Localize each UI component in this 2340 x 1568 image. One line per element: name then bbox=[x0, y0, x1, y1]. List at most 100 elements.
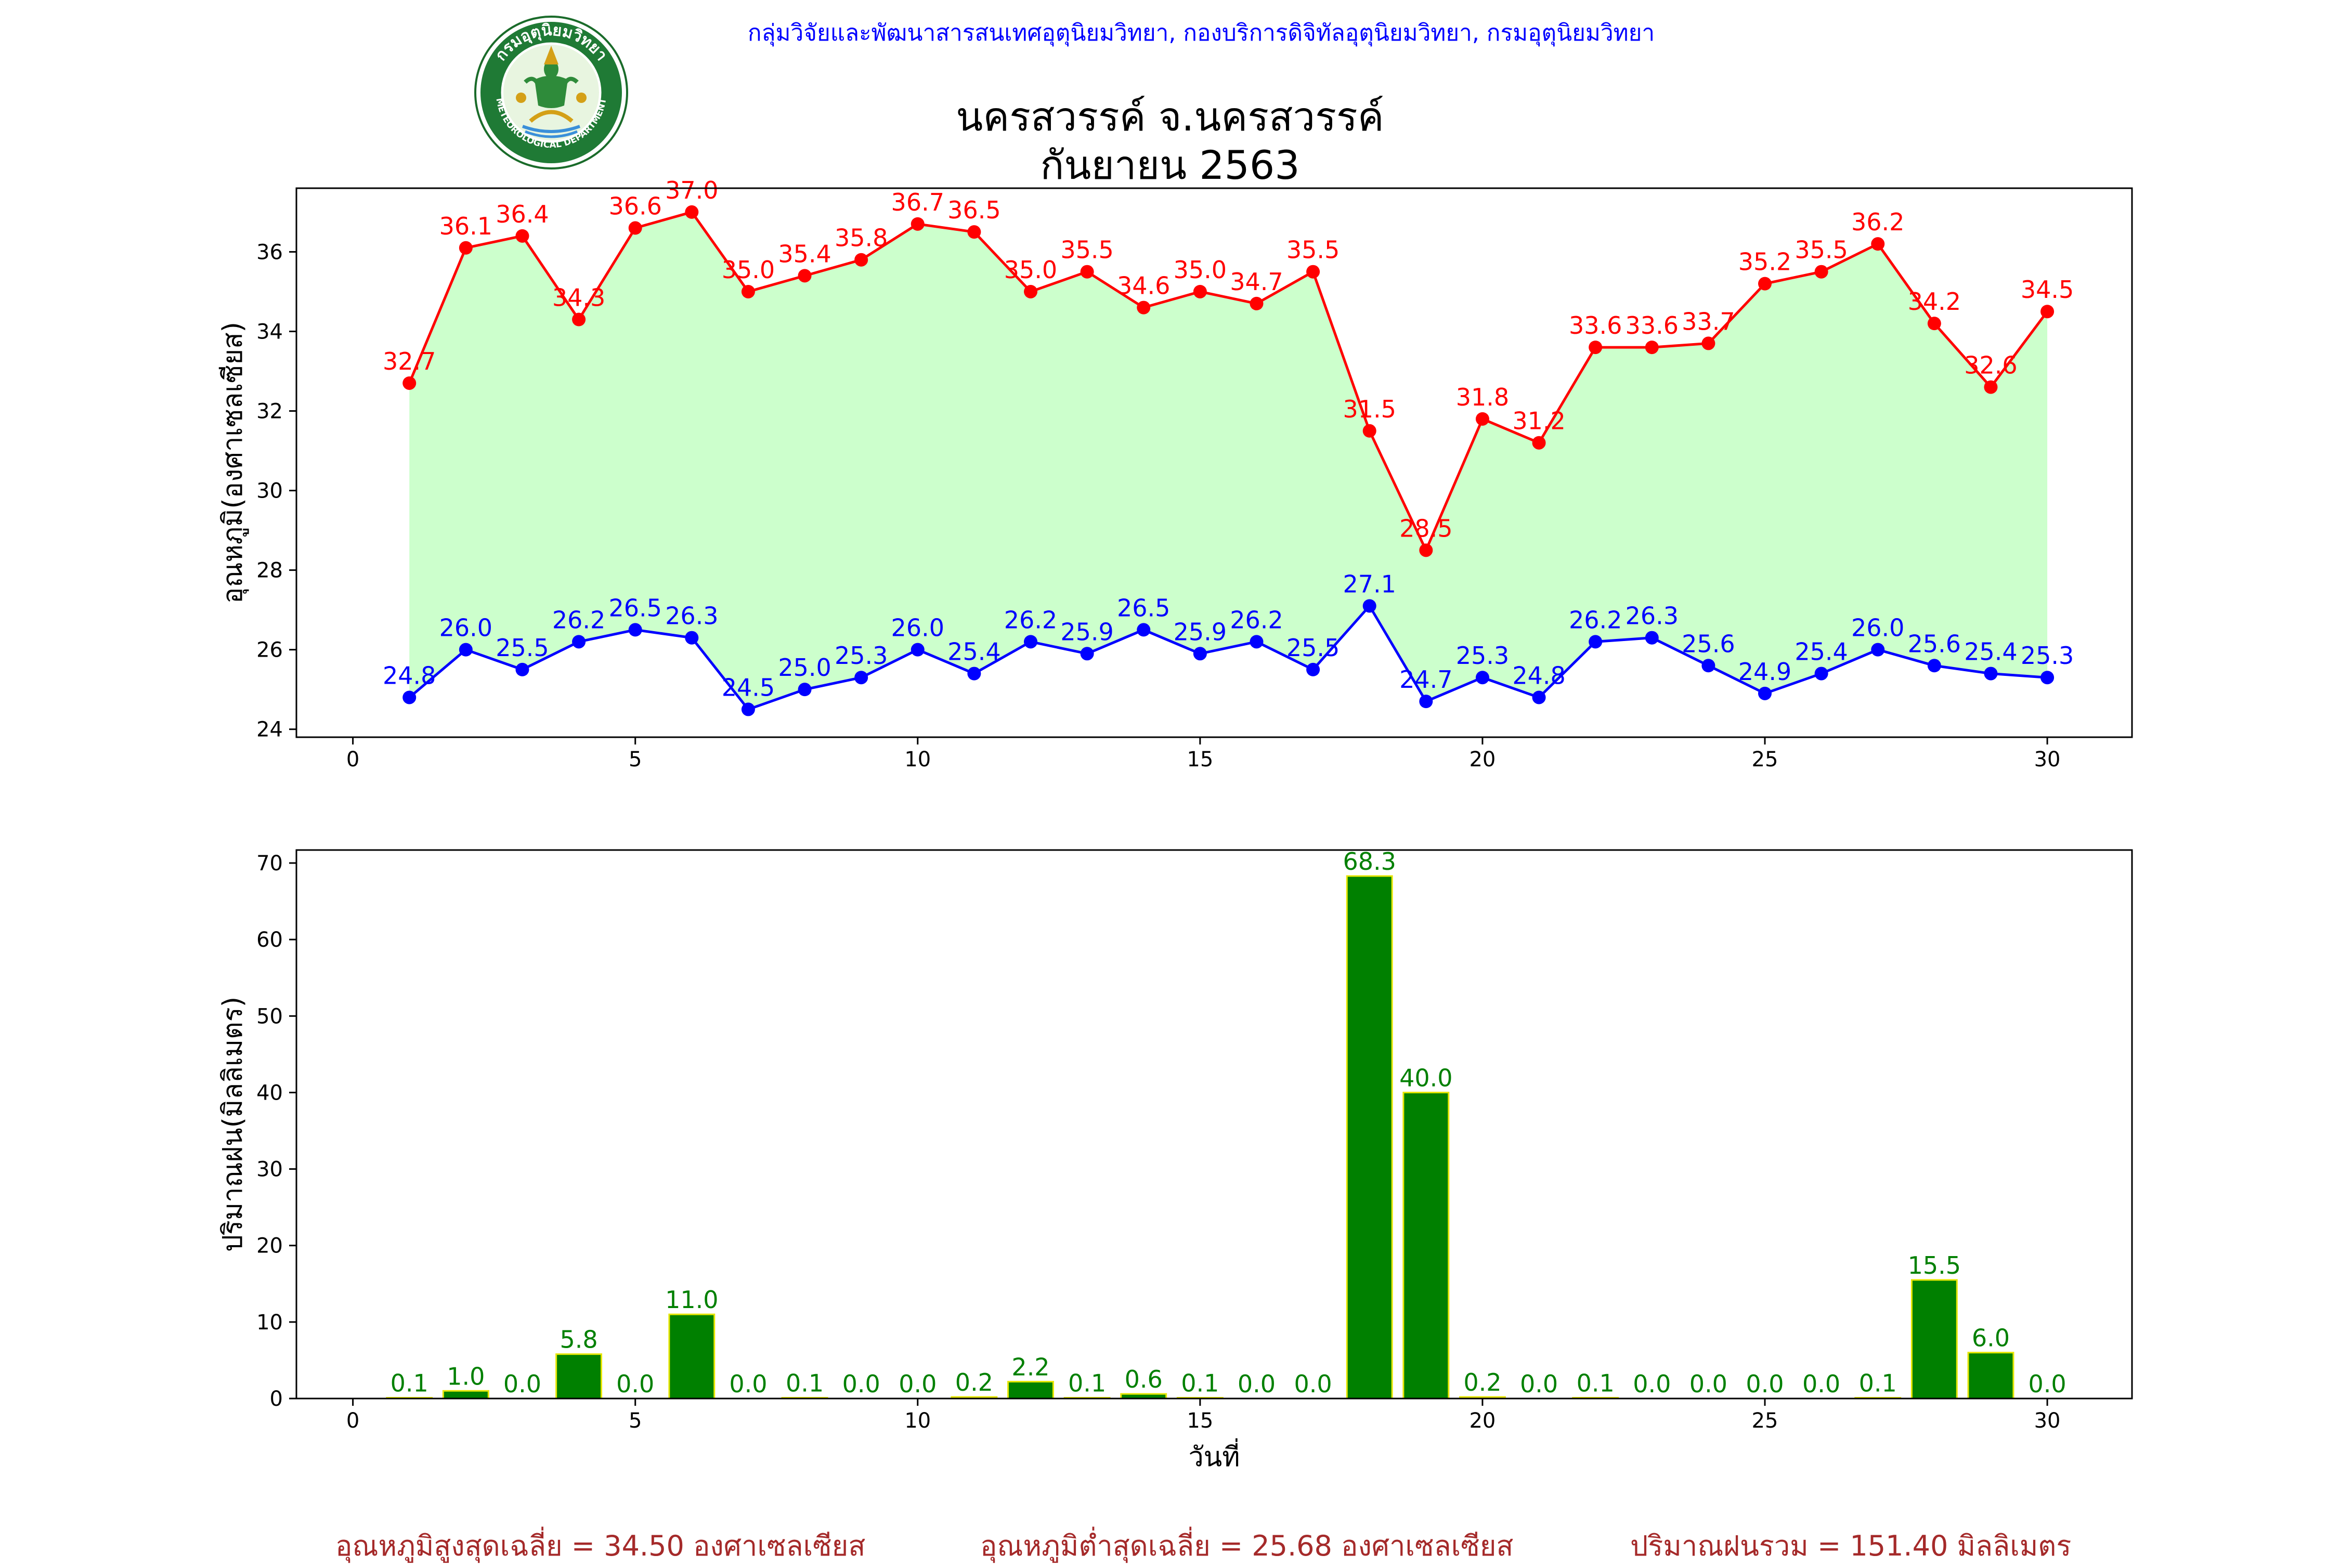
max-temp-point bbox=[1758, 277, 1772, 291]
rain-bar bbox=[1402, 1091, 1450, 1400]
min-temp-point bbox=[798, 683, 812, 697]
min-temp-point bbox=[1645, 631, 1659, 645]
max-temp-point bbox=[628, 221, 642, 235]
rain-data-label: 0.6 bbox=[1125, 1365, 1163, 1393]
rainfall-chart: 0.1 1.0 0.0 5.8 0.0 11.0 0.0 0.1 0.0 0.0 0.2 2.2 0.1… bbox=[217, 847, 2133, 1473]
rain-data-label: 5.8 bbox=[560, 1326, 597, 1354]
x-axis-label: วันที่ bbox=[1188, 1438, 1240, 1473]
max-temp-line bbox=[408, 211, 2049, 554]
min-temp-data-label: 25.0 bbox=[778, 654, 831, 682]
organization-line: กลุ่มวิจัยและพัฒนาสารสนเทศอุตุนิยมวิทยา,… bbox=[747, 20, 1655, 46]
rain-data-label: 40.0 bbox=[1399, 1064, 1452, 1092]
y-axis-label: อุณหภูมิ(องศาเซลเซียส) bbox=[217, 322, 249, 604]
x-tick-label: 0 bbox=[346, 748, 359, 772]
total-rain-summary: ปริมาณฝนรวม = 151.40 มิลลิเมตร bbox=[1630, 1530, 2072, 1562]
max-temp-point bbox=[1927, 317, 1941, 331]
max-temp-data-label: 35.4 bbox=[778, 240, 831, 268]
x-tick-label: 0 bbox=[346, 1409, 359, 1433]
max-temp-point bbox=[854, 253, 868, 267]
rain-bar bbox=[1910, 1279, 1958, 1400]
max-temp-data-label: 28.5 bbox=[1399, 514, 1452, 542]
min-temp-point bbox=[1250, 635, 1264, 649]
rain-data-label: 1.0 bbox=[447, 1362, 485, 1390]
min-temp-data-label: 24.8 bbox=[383, 661, 436, 689]
chart-title-month: กันยายน 2563 bbox=[1040, 142, 1300, 188]
min-temp-point bbox=[402, 690, 417, 704]
x-tick-label: 5 bbox=[629, 1409, 642, 1433]
max-temp-data-label: 35.0 bbox=[722, 256, 775, 284]
max-temp-data-label: 34.7 bbox=[1230, 268, 1283, 296]
min-temp-data-label: 25.3 bbox=[2021, 642, 2074, 670]
max-temp-data-label: 35.5 bbox=[1795, 236, 1848, 264]
max-temp-point bbox=[1532, 436, 1546, 450]
max-temp-point bbox=[1814, 265, 1828, 279]
y-tick-label: 40 bbox=[256, 1081, 283, 1105]
min-temp-data-label: 25.5 bbox=[496, 634, 549, 662]
x-tick-label: 10 bbox=[904, 748, 931, 772]
min-temp-data-label: 25.4 bbox=[947, 638, 1000, 666]
rain-data-label: 0.0 bbox=[1294, 1370, 1332, 1398]
min-temp-data-label: 26.5 bbox=[1117, 594, 1170, 622]
min-temp-point bbox=[1475, 671, 1489, 685]
rain-bar bbox=[1967, 1352, 2014, 1400]
rain-data-label: 0.0 bbox=[899, 1370, 937, 1398]
max-temp-data-label: 31.2 bbox=[1512, 407, 1565, 435]
y-tick-label: 70 bbox=[256, 852, 283, 876]
min-temp-point bbox=[741, 702, 755, 716]
max-temp-data-label: 36.5 bbox=[947, 196, 1000, 224]
max-temp-data-label: 36.4 bbox=[496, 200, 549, 228]
rain-data-label: 0.0 bbox=[616, 1370, 654, 1398]
max-temp-point bbox=[402, 376, 417, 390]
min-temp-point bbox=[1701, 659, 1715, 673]
min-temp-point bbox=[1927, 659, 1941, 673]
rain-data-label: 0.1 bbox=[1577, 1369, 1615, 1397]
max-temp-data-label: 34.5 bbox=[2021, 276, 2074, 304]
max-temp-point bbox=[798, 269, 812, 283]
min-temp-point bbox=[1419, 695, 1433, 709]
rain-data-label: 68.3 bbox=[1343, 847, 1396, 876]
min-temp-data-label: 25.4 bbox=[1964, 638, 2017, 666]
max-temp-point bbox=[685, 205, 699, 219]
rain-data-label: 0.1 bbox=[786, 1369, 824, 1397]
min-temp-point bbox=[1758, 686, 1772, 700]
max-temp-point bbox=[1193, 284, 1207, 298]
max-temp-data-label: 33.6 bbox=[1626, 311, 1679, 339]
max-temp-data-label: 35.5 bbox=[1060, 236, 1113, 264]
max-temp-point bbox=[741, 284, 755, 298]
rain-data-label: 0.2 bbox=[955, 1368, 993, 1396]
x-tick-label: 30 bbox=[2034, 1409, 2061, 1433]
min-temp-point bbox=[1080, 647, 1094, 661]
plot-frame bbox=[295, 849, 2133, 1400]
min-temp-point bbox=[2040, 671, 2055, 685]
min-temp-data-label: 26.0 bbox=[1851, 614, 1904, 642]
min-temp-data-label: 25.4 bbox=[1795, 638, 1848, 666]
min-temp-point bbox=[459, 643, 473, 657]
rain-data-label: 0.0 bbox=[1689, 1370, 1727, 1398]
rain-bar bbox=[555, 1353, 603, 1400]
max-temp-data-label: 34.3 bbox=[552, 284, 605, 312]
min-temp-data-label: 25.9 bbox=[1174, 618, 1227, 646]
min-temp-data-label: 24.5 bbox=[722, 673, 775, 701]
min-temp-point bbox=[628, 623, 642, 637]
min-temp-data-label: 26.0 bbox=[439, 614, 492, 642]
min-temp-point bbox=[1362, 599, 1376, 613]
chart-title-station: นครสวรรค์ จ.นครสวรรค์ bbox=[956, 94, 1384, 140]
min-temp-point bbox=[911, 643, 925, 657]
y-tick-label: 24 bbox=[256, 718, 283, 742]
rain-data-label: 0.1 bbox=[1859, 1369, 1897, 1397]
min-temp-point bbox=[572, 635, 586, 649]
y-tick-label: 10 bbox=[256, 1311, 283, 1335]
x-tick-label: 5 bbox=[629, 748, 642, 772]
min-temp-data-label: 25.6 bbox=[1908, 630, 1961, 658]
y-tick-label: 26 bbox=[256, 638, 283, 662]
x-tick-label: 20 bbox=[1469, 1409, 1496, 1433]
min-temp-data-label: 25.6 bbox=[1682, 630, 1735, 658]
avg-max-temp-summary: อุณหภูมิสูงสุดเฉลี่ย = 34.50 องศาเซลเซีย… bbox=[335, 1530, 866, 1562]
max-temp-point bbox=[1984, 380, 1998, 394]
x-tick-label: 10 bbox=[904, 1409, 931, 1433]
min-temp-data-label: 25.5 bbox=[1286, 634, 1340, 662]
rain-data-label: 0.0 bbox=[503, 1370, 541, 1398]
max-temp-point bbox=[1419, 543, 1433, 557]
y-tick-label: 60 bbox=[256, 928, 283, 952]
